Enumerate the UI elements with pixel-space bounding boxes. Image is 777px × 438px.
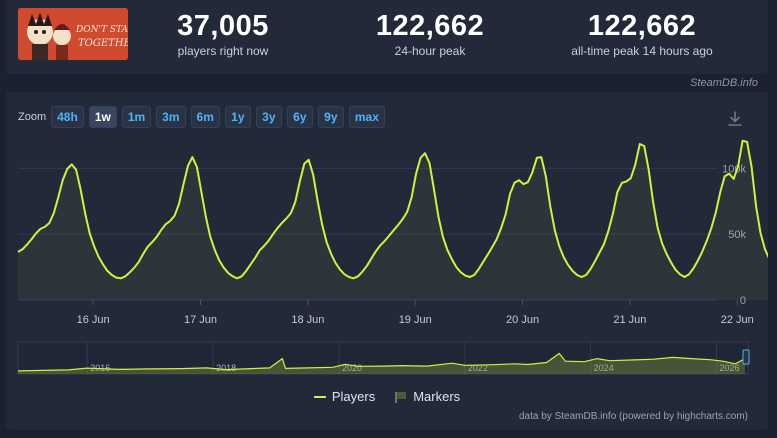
all-time-peak-value: 122,662 (587, 10, 697, 42)
zoom-6m-button[interactable]: 6m (190, 106, 220, 128)
peak-24h-value: 122,662 (375, 10, 485, 42)
flag-icon (395, 391, 407, 403)
game-cover-art: DON'T STARVE TOGETHER (18, 8, 128, 60)
stat-all-time-peak: 122,662 all-time peak 14 hours ago (567, 10, 717, 58)
zoom-1m-button[interactable]: 1m (121, 106, 152, 128)
navigator-line (17, 352, 746, 372)
y-tick-label: 100k (722, 163, 746, 175)
players-line[interactable] (17, 139, 768, 280)
chart-panel: 0 50k 100k 16 Jun 17 Jun 18 Jun 19 Jun 20 Jun 21… (6, 92, 768, 430)
x-tick-label: 16 Jun (77, 314, 110, 326)
x-tick-label: 18 Jun (291, 314, 324, 326)
y-tick-label: 50k (728, 229, 746, 241)
players-line-icon (313, 395, 326, 398)
game-cover-image[interactable]: DON'T STARVE TOGETHER (18, 8, 128, 60)
zoom-9y-button[interactable]: 9y (317, 106, 344, 128)
zoom-48h-button[interactable]: 48h (51, 106, 84, 128)
legend-players[interactable]: Players (313, 389, 376, 404)
svg-text:TOGETHER: TOGETHER (78, 38, 128, 49)
players-area (18, 140, 768, 300)
stats-panel: DON'T STARVE TOGETHER 37,005 players rig… (6, 0, 768, 74)
navigator-background (17, 341, 749, 375)
zoom-1y-button[interactable]: 1y (224, 106, 251, 128)
svg-text:DON'T STARVE: DON'T STARVE (75, 25, 128, 35)
navigator-tick-label: 2024 (594, 363, 614, 373)
legend-markers[interactable]: Markers (395, 389, 460, 404)
current-players-value: 37,005 (177, 10, 269, 42)
zoom-1w-button[interactable]: 1w (88, 106, 117, 128)
navigator-tick-label: 2026 (720, 363, 740, 373)
legend-markers-label: Markers (413, 389, 461, 404)
steamdb-brand[interactable]: SteamDB.info (690, 77, 758, 89)
zoom-label: Zoom (18, 111, 47, 123)
zoom-controls: Zoom 48h 1w 1m 3m 6m 1y 3y 6y 9y max (18, 106, 390, 128)
legend-players-label: Players (331, 389, 376, 404)
all-time-peak-label: all-time peak 14 hours ago (571, 44, 713, 58)
navigator-tick-label: 2016 (90, 363, 110, 373)
chart-credits[interactable]: data by SteamDB.info (powered by highcha… (519, 411, 748, 422)
download-icon[interactable] (726, 110, 744, 128)
x-tick-label: 22 Jun (721, 314, 754, 326)
zoom-3m-button[interactable]: 3m (156, 106, 186, 128)
x-tick-label: 17 Jun (184, 314, 217, 326)
current-players-label: players right now (177, 44, 269, 58)
navigator-tick-label: 2022 (468, 363, 488, 373)
zoom-6y-button[interactable]: 6y (286, 106, 313, 128)
peak-24h-label: 24-hour peak (394, 44, 466, 58)
y-tick-label: 0 (740, 295, 746, 307)
x-tick-label: 21 Jun (613, 314, 646, 326)
zoom-3y-button[interactable]: 3y (255, 106, 282, 128)
navigator-handle[interactable] (742, 349, 750, 365)
player-chart[interactable]: 0 50k 100k 16 Jun 17 Jun 18 Jun 19 Jun 20 Jun 21… (6, 92, 768, 430)
zoom-max-button[interactable]: max (348, 106, 385, 128)
navigator-tick-label: 2018 (216, 363, 236, 373)
navigator-tick-label: 2020 (342, 363, 362, 373)
chart-legend: Players Markers (6, 389, 768, 404)
x-tick-label: 19 Jun (399, 314, 432, 326)
stat-current-players: 37,005 players right now (168, 10, 278, 58)
stat-24h-peak: 122,662 24-hour peak (370, 10, 490, 58)
x-tick-label: 20 Jun (506, 314, 539, 326)
